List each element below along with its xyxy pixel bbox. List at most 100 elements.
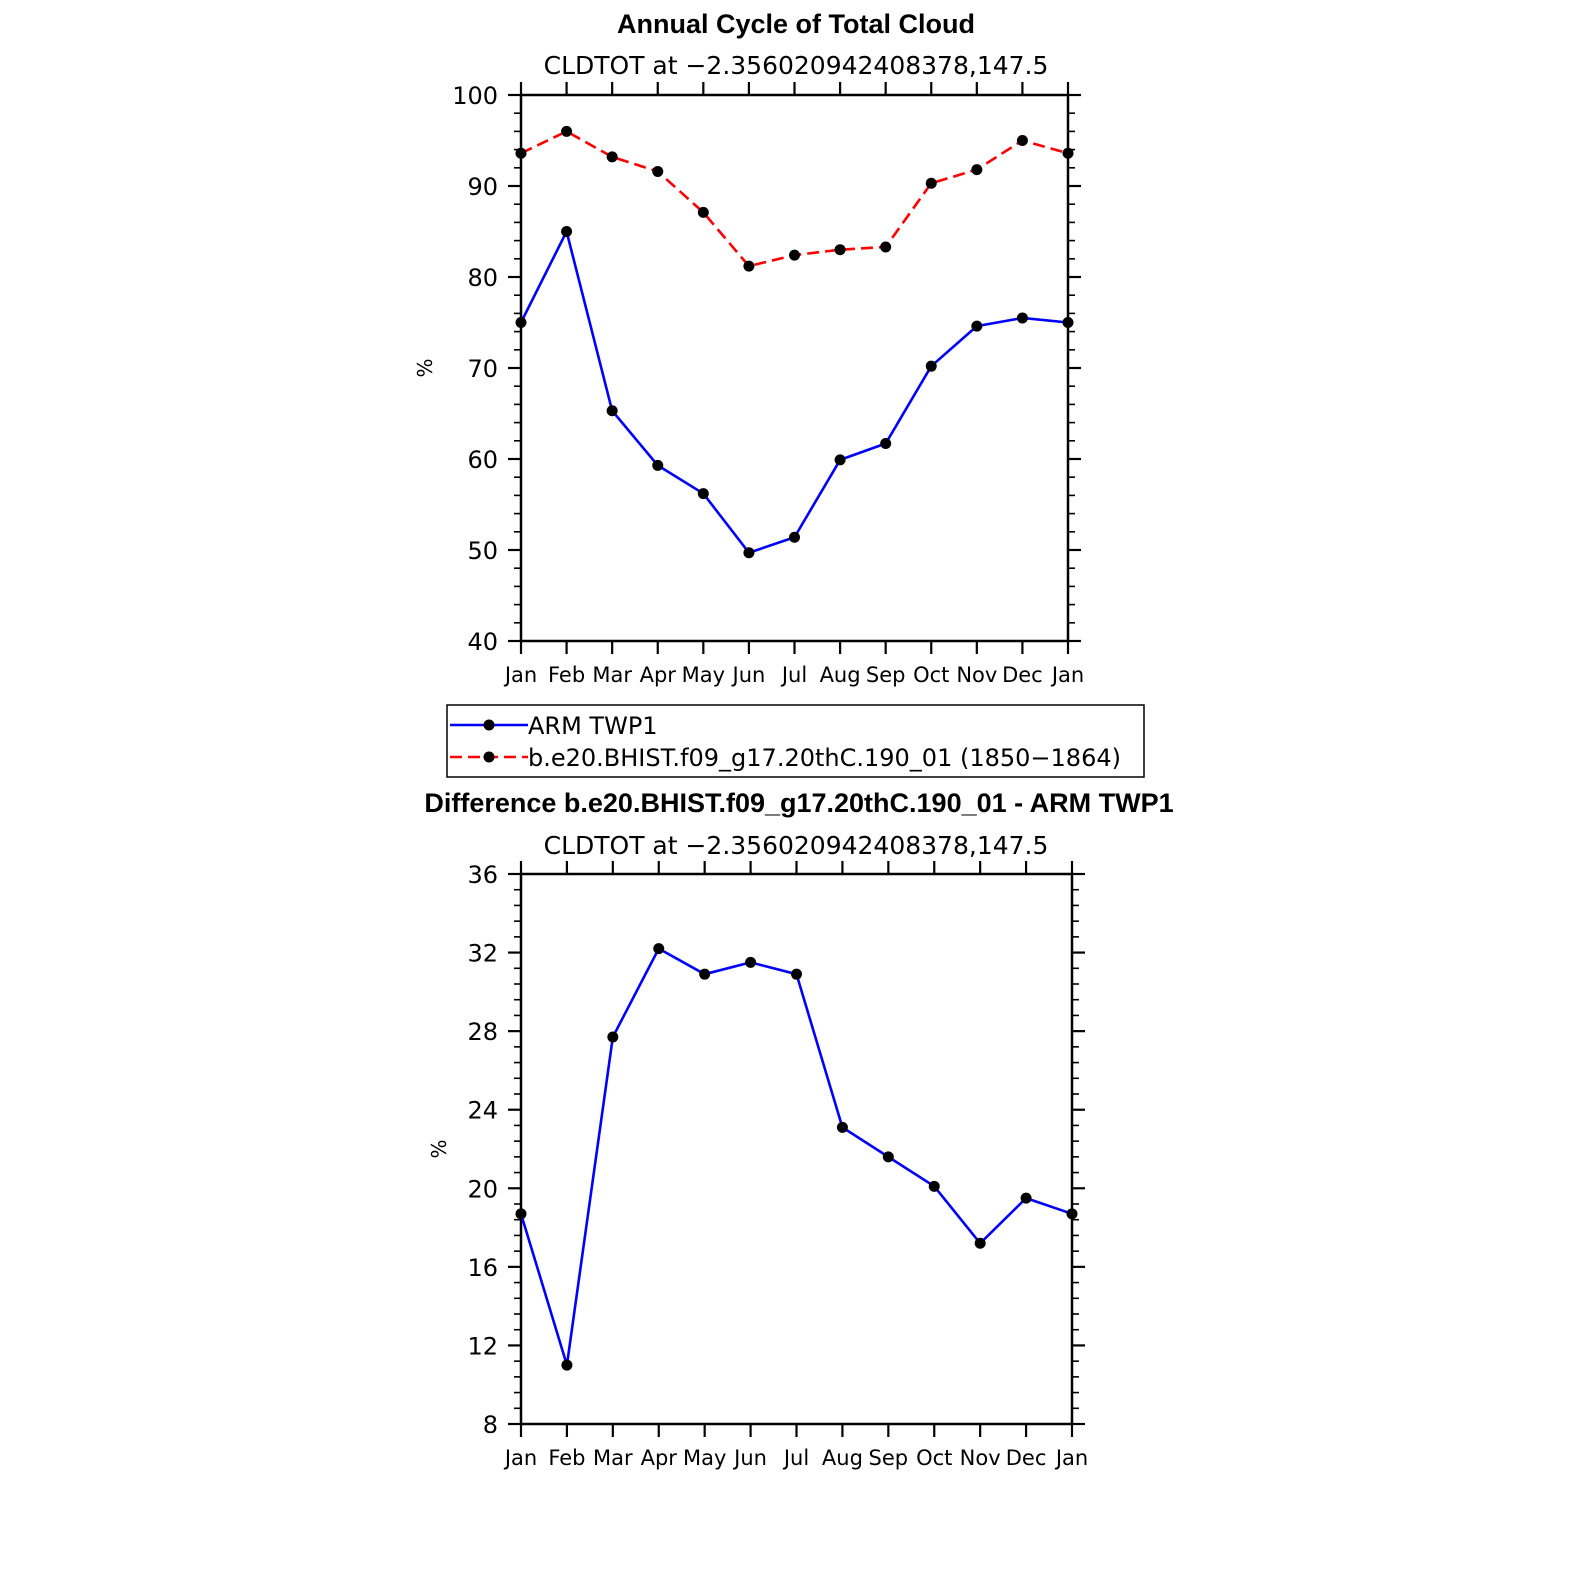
data-point [743,260,755,272]
x-tick-label: Oct [913,663,949,687]
legend-marker-model [483,751,495,763]
data-point [791,968,802,980]
series-line [519,230,1069,555]
data-point [699,968,711,980]
data-point [971,164,983,176]
legend-marker-arm [483,719,495,731]
y-tick-label: 36 [467,861,498,889]
data-point [652,165,664,177]
y-tick-label: 24 [467,1097,498,1125]
x-tick-label: Sep [866,663,906,687]
legend-label-arm: ARM TWP1 [528,712,658,740]
data-point [925,177,937,189]
x-tick-label: Nov [956,663,997,687]
x-tick-label: Jan [503,1446,537,1470]
x-tick-label: Dec [1006,1446,1047,1470]
y-tick-label: 20 [467,1175,498,1203]
data-point [1062,317,1074,328]
y-tick-label: 28 [467,1018,498,1046]
x-tick-label: Apr [641,1446,678,1470]
data-point [834,244,846,256]
data-point [880,438,892,450]
legend-label-model: b.e20.BHIST.f09_g17.20thC.190_01 (1850−1… [528,744,1121,772]
y-tick-label: 32 [467,940,498,968]
plot-frame [519,872,1074,1426]
data-point [515,317,527,328]
y-axis-label: % [413,358,437,377]
series-line [520,130,1069,268]
data-point [515,147,527,159]
data-point [653,943,665,955]
legend-box [446,704,1145,778]
data-point [834,454,846,466]
series-line [519,947,1073,1367]
y-tick-label: 50 [467,537,498,565]
difference-chart: Difference b.e20.BHIST.f09_g17.20thC.190… [424,788,1173,1470]
x-tick-label: Dec [1002,663,1043,687]
legend-entry-model: b.e20.BHIST.f09_g17.20thC.190_01 (1850−1… [450,744,1121,772]
data-point [697,488,709,500]
plot-area: Jan Feb Mar Apr May Jun Jul Aug Sep Oct Nov Dec Jan4… [452,82,1084,687]
y-tick-label: 16 [467,1254,498,1282]
x-tick-label: Jun [731,663,766,687]
data-point [606,405,618,417]
x-tick-label: May [682,663,725,687]
data-point [974,1237,986,1249]
data-point [928,1180,940,1192]
data-point [789,531,800,543]
data-point [561,1359,573,1371]
chart-title: Annual Cycle of Total Cloud [617,9,975,39]
plot-frame [519,93,1070,643]
data-point [836,1121,848,1133]
data-point [1020,1192,1032,1204]
x-tick-label: Jun [732,1446,767,1470]
data-point [561,125,573,137]
x-tick-label: Jan [503,663,537,687]
data-point [652,459,664,471]
data-point [789,249,800,261]
x-tick-label: Jan [1050,663,1084,687]
data-point [606,151,618,163]
data-point [882,1151,894,1163]
y-tick-label: 8 [483,1411,498,1439]
x-tick-label: Aug [822,1446,863,1470]
x-tick-label: Aug [820,663,861,687]
chart-subtitle: CLDTOT at −2.356020942408378,147.5 [544,51,1049,80]
data-point [1016,135,1028,146]
data-point [745,956,757,968]
y-tick-label: 40 [467,628,498,656]
chart-subtitle: CLDTOT at −2.356020942408378,147.5 [544,831,1049,860]
x-tick-label: Feb [548,663,585,687]
x-tick-label: Mar [593,1446,633,1470]
data-point [743,547,755,559]
y-axis-label: % [427,1139,451,1158]
x-tick-label: Jul [782,1446,809,1470]
data-point [925,360,937,372]
data-point [880,241,892,253]
x-tick-label: Nov [960,1446,1001,1470]
x-tick-label: Oct [916,1446,952,1470]
chart-title: Difference b.e20.BHIST.f09_g17.20thC.190… [424,788,1173,818]
legend: ARM TWP1 b.e20.BHIST.f09_g17.20thC.190_0… [446,704,1145,778]
plot-area: Jan Feb Mar Apr May Jun Jul Aug Sep Oct Nov Dec Jan8… [467,861,1088,1470]
x-tick-label: Jul [780,663,807,687]
legend-entry-arm: ARM TWP1 [450,712,658,740]
data-point [607,1031,619,1043]
y-tick-label: 80 [467,264,498,292]
x-tick-label: Apr [640,663,677,687]
data-point [515,1208,527,1220]
data-point [1066,1208,1078,1220]
y-tick-label: 90 [467,173,498,201]
data-point [697,206,709,218]
data-point [1016,312,1028,324]
y-tick-label: 70 [467,355,498,383]
x-tick-label: Sep [869,1446,909,1470]
x-tick-label: May [683,1446,726,1470]
data-point [561,226,573,237]
y-tick-label: 12 [467,1332,498,1360]
annual-cycle-chart: Annual Cycle of Total Cloud CLDTOT at −2… [413,9,1084,687]
x-tick-label: Mar [592,663,632,687]
data-point [1062,147,1074,159]
y-tick-label: 60 [467,446,498,474]
